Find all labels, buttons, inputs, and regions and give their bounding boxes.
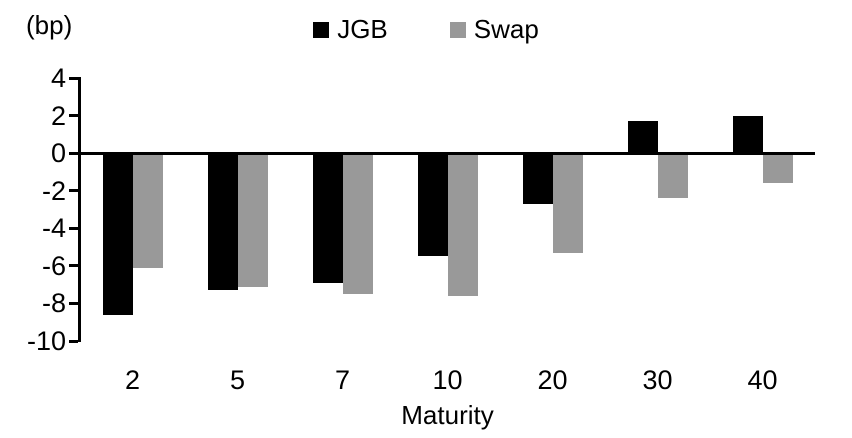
bar-jgb-40: [732, 115, 763, 154]
bar-swap-2: [132, 153, 163, 268]
bar-jgb-30: [627, 121, 658, 154]
y-tick-mark: [69, 264, 78, 268]
x-tick-label: 10: [432, 365, 463, 395]
x-axis-title: Maturity: [401, 400, 494, 430]
y-axis-unit-label: (bp): [26, 10, 73, 40]
y-tick-label: 4: [50, 63, 66, 93]
y-tick-mark: [69, 151, 78, 155]
bar-swap-10: [447, 153, 478, 296]
y-tick-mark: [69, 114, 78, 118]
bar-swap-5: [237, 153, 268, 287]
x-tick-label: 7: [334, 365, 351, 395]
zero-line: [80, 151, 815, 155]
y-tick-mark: [69, 189, 78, 193]
legend-swatch-jgb: [313, 21, 330, 38]
bar-jgb-2: [102, 153, 133, 315]
bar-jgb-20: [522, 153, 553, 204]
legend: JGB Swap: [0, 14, 852, 45]
y-tick-mark: [69, 339, 78, 343]
bar-swap-40: [762, 153, 793, 184]
y-tick-label: 2: [50, 100, 66, 131]
y-tick-mark: [69, 226, 78, 230]
x-tick-label: 30: [642, 365, 673, 395]
legend-label-swap: Swap: [473, 14, 539, 44]
legend-label-jgb: JGB: [337, 14, 388, 44]
x-tick-label: 20: [537, 365, 568, 395]
y-tick-label: 0: [50, 138, 66, 169]
bar-jgb-5: [207, 153, 238, 291]
legend-swatch-swap: [449, 21, 466, 38]
bar-jgb-7: [312, 153, 343, 283]
y-tick-label: -8: [41, 288, 66, 319]
bar-jgb-10: [417, 153, 448, 257]
bar-swap-7: [342, 153, 373, 295]
bar-swap-20: [552, 153, 583, 253]
y-tick-label: -4: [41, 213, 66, 244]
x-tick-label: 5: [229, 365, 246, 395]
y-tick-label: -2: [41, 175, 66, 206]
x-tick-label: 2: [124, 365, 141, 395]
legend-item-jgb: JGB: [313, 14, 388, 45]
y-tick-mark: [69, 76, 78, 80]
y-tick-label: -10: [26, 326, 66, 356]
y-tick-label: -6: [41, 250, 66, 281]
x-tick-label: 40: [747, 365, 778, 395]
legend-item-swap: Swap: [449, 14, 539, 45]
y-axis-line: [78, 77, 81, 342]
bar-swap-30: [657, 153, 688, 199]
y-tick-mark: [69, 301, 78, 305]
